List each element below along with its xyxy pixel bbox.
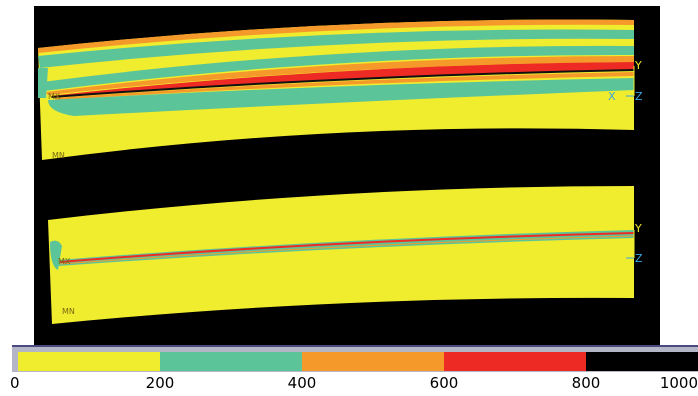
color-legend-bar <box>12 345 698 372</box>
legend-swatch <box>586 352 698 371</box>
bottom-band-red-line <box>59 232 635 263</box>
bottom-plate-body <box>48 186 634 324</box>
top-band-orange <box>46 56 634 95</box>
top-band-upper-orange <box>38 19 634 53</box>
legend-tick-label: 800 <box>571 374 601 392</box>
top-band-lower-teal <box>48 78 634 116</box>
bottom-mn-label: MN <box>62 307 75 316</box>
top-left-edge-notch <box>38 68 48 98</box>
top-axis-z-label: Z <box>635 90 643 103</box>
legend-tick-label: 400 <box>287 374 317 392</box>
top-neutral-line <box>51 69 635 98</box>
legend-tick-label: 0 <box>10 374 20 392</box>
top-band-upper-teal <box>38 29 634 68</box>
bottom-band-outer-teal <box>58 230 634 266</box>
legend-tick-label: 1000 <box>659 374 698 392</box>
legend-swatch <box>160 352 302 371</box>
legend-swatches <box>18 352 698 371</box>
contour-plot: Y X Z MX MN Y X Z MX MN <box>38 19 643 324</box>
bottom-band-orange-line <box>59 235 635 265</box>
top-axis-x-label: X <box>608 90 616 103</box>
top-axis-y-label: Y <box>634 59 642 72</box>
legend-tick-label: 600 <box>429 374 459 392</box>
top-mx-label: MX <box>48 92 61 101</box>
top-mn-label: MN <box>52 151 65 160</box>
top-band-middle-teal <box>42 45 634 91</box>
legend-swatch <box>444 352 586 371</box>
bottom-left-edge-notch <box>50 240 62 270</box>
top-band-lower-orange <box>54 72 634 100</box>
bottom-axis-z-label: Z <box>635 252 643 265</box>
bottom-axis-y-label: Y <box>634 222 642 235</box>
bottom-contour-plot: Y X Z MX MN <box>48 186 643 324</box>
legend-swatch <box>18 352 160 371</box>
top-contour-plot: Y X Z MX MN <box>38 19 643 160</box>
fea-viewport: Y X Z MX MN Y X Z MX MN <box>34 6 660 346</box>
bottom-mx-label: MX <box>58 257 71 266</box>
bottom-axis-x-label: X <box>604 252 612 265</box>
legend-tick-label: 200 <box>145 374 175 392</box>
legend-swatch <box>302 352 444 371</box>
